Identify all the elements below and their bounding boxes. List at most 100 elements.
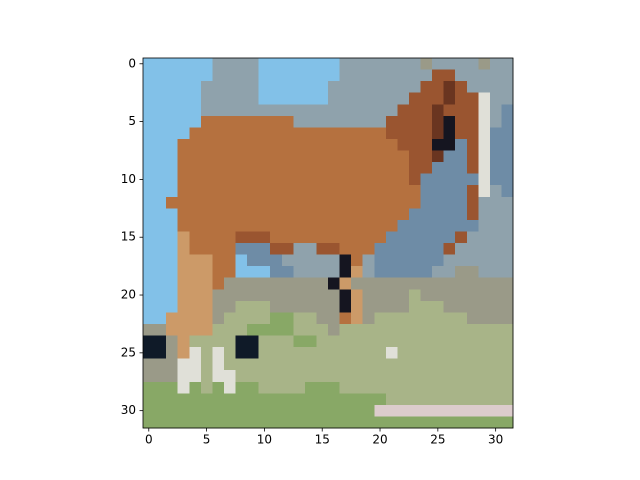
pixel [154,81,167,93]
pixel [235,358,248,371]
pixel [455,381,468,394]
pixel [408,289,421,302]
pixel [328,219,340,232]
pixel [293,323,306,336]
axes-frame [142,57,514,429]
pixel [328,347,340,359]
pixel [351,138,363,151]
pixel [189,277,202,290]
pixel [212,370,225,383]
pixel [432,347,444,359]
pixel [362,69,375,82]
pixel [466,58,479,70]
pixel [270,162,283,174]
pixel [374,370,387,383]
pixel [235,162,248,174]
pixel [385,243,398,255]
pixel [223,416,236,429]
pixel [177,289,190,302]
pixel [247,138,259,151]
pixel [293,127,306,140]
pixel [235,266,248,278]
pixel [466,104,479,117]
pixel [420,393,433,406]
pixel [143,381,155,394]
pixel [432,69,444,82]
pixel [143,312,155,325]
pixel [258,312,271,325]
pixel [258,404,271,417]
pixel [223,277,236,290]
pixel [501,300,514,313]
pixel [212,150,225,163]
pixel [293,370,306,383]
pixel [212,347,225,359]
pixel [420,92,433,105]
pixel [466,358,479,371]
pixel [316,381,329,394]
pixel [351,92,363,105]
pixel [432,300,444,313]
pixel [328,335,340,348]
pixel [385,138,398,151]
pixel [293,312,306,325]
pixel [177,138,190,151]
pixel [143,231,155,244]
pixel [443,162,456,174]
pixel [466,196,479,209]
pixel [258,162,271,174]
pixel [432,138,444,151]
pixel [374,162,387,174]
pixel [304,312,317,325]
pixel [258,358,271,371]
pixel [177,335,190,348]
pixel [293,289,306,302]
pixel [212,196,225,209]
pixel [212,173,225,186]
pixel [420,404,433,417]
pixel [177,404,190,417]
pixel [362,404,375,417]
pixel [304,185,317,198]
pixel [489,127,502,140]
pixel [189,358,202,371]
pixel [316,277,329,290]
pixel [408,277,421,290]
pixel [408,347,421,359]
pixel [247,231,259,244]
pixel [478,58,491,70]
pixel [374,173,387,186]
pixel [223,127,236,140]
pixel [489,185,502,198]
pixel [212,219,225,232]
x-tick-label: 25 [430,433,445,447]
pixel [316,92,329,105]
pixel [397,127,410,140]
pixel [189,162,202,174]
pixel [455,243,468,255]
pixel [339,370,352,383]
pixel [177,58,190,70]
pixel [397,150,410,163]
pixel [328,254,340,267]
pixel [339,347,352,359]
pixel [235,196,248,209]
pixel [166,358,178,371]
pixel [247,173,259,186]
pixel [328,127,340,140]
pixel [316,162,329,174]
pixel [466,243,479,255]
pixel [258,231,271,244]
pixel [489,323,502,336]
pixel [154,312,167,325]
pixel [328,404,340,417]
pixel [455,231,468,244]
pixel [281,185,294,198]
pixel [258,69,271,82]
pixel [420,381,433,394]
pixel [166,173,178,186]
pixel [166,266,178,278]
pixel [212,243,225,255]
pixel [270,289,283,302]
pixel [478,150,491,163]
